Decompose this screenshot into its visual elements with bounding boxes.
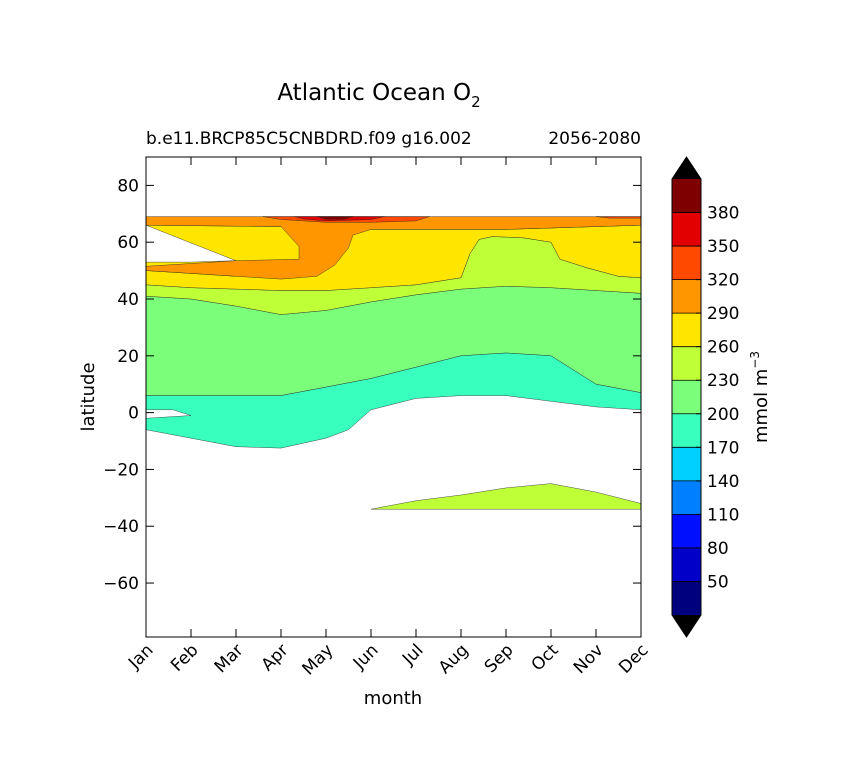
- x-tick-label: Feb: [167, 640, 202, 675]
- chart-subtitle-right: 2056-2080: [548, 129, 641, 149]
- colorbar-label: mmol m−3: [748, 351, 772, 443]
- x-tick-label: Dec: [615, 640, 652, 677]
- colorbar-tick-label: 140: [707, 472, 739, 492]
- colorbar-label-superscript: −3: [748, 351, 762, 369]
- colorbar-segment: [672, 581, 701, 615]
- colorbar-tick-label: 170: [707, 438, 739, 458]
- colorbar-segment: [672, 212, 701, 247]
- x-tick-label: Aug: [435, 640, 473, 678]
- colorbar-outline: [671, 156, 702, 638]
- x-tick-label: Sep: [481, 640, 518, 677]
- colorbar-tick-label: 320: [707, 271, 739, 291]
- colorbar-segment: [672, 313, 701, 347]
- plot-frame: [145, 156, 642, 638]
- x-tick-label: Nov: [570, 640, 608, 678]
- colorbar-tick-label: 380: [707, 204, 739, 224]
- contour-band-above-380-core: [316, 216, 354, 220]
- colorbar-tick-label: 230: [707, 371, 739, 391]
- colorbar-tick-label: 80: [707, 539, 729, 559]
- colorbar-segment: [672, 447, 701, 481]
- colorbar-tick-label: 110: [707, 505, 739, 525]
- x-tick-label: Jun: [349, 640, 383, 674]
- colorbar-tick-label: 260: [707, 338, 739, 358]
- x-tick-label: Oct: [528, 640, 563, 675]
- chart-subtitle-left: b.e11.BRCP85C5CNBDRD.f09 g16.002: [146, 129, 472, 149]
- x-tick-label: Mar: [211, 640, 248, 677]
- colorbar-extend-top: [672, 157, 701, 179]
- colorbar: 50 80 110 140 170 200 230 260 290 320 350 380: [671, 156, 739, 638]
- y-tick-label: 0: [128, 404, 139, 424]
- y-axis: 80 60 40 20 0 −20 −40 −60: [103, 176, 641, 594]
- y-tick-label: −60: [103, 574, 139, 594]
- colorbar-segment: [672, 380, 701, 414]
- y-tick-label: 20: [117, 347, 139, 367]
- colorbar-segment: [672, 547, 701, 582]
- colorbar-extend-bottom: [672, 615, 701, 637]
- x-tick-label: May: [299, 640, 338, 679]
- x-tick-label: Jan: [124, 640, 157, 673]
- chart-title-main: Atlantic Ocean O: [277, 80, 471, 106]
- colorbar-tick-label: 50: [707, 572, 729, 592]
- x-axis-label: month: [364, 688, 422, 709]
- chart-title-subscript: 2: [471, 93, 481, 111]
- colorbar-segment: [672, 413, 701, 448]
- colorbar-tick-label: 290: [707, 304, 739, 324]
- contour-band-320-350: [145, 216, 642, 280]
- x-tick-label: Jul: [398, 640, 427, 669]
- x-tick-label: Apr: [258, 640, 293, 675]
- y-tick-label: 40: [117, 290, 139, 310]
- y-tick-label: 80: [117, 176, 139, 196]
- colorbar-segment: [672, 346, 701, 381]
- y-tick-label: 60: [117, 233, 139, 253]
- y-tick-label: −20: [103, 460, 139, 480]
- colorbar-segment: [672, 179, 701, 213]
- y-axis-label: latitude: [78, 362, 99, 431]
- colorbar-segment: [672, 514, 701, 548]
- colorbar-tick-label: 350: [707, 237, 739, 257]
- colorbar-segment: [672, 279, 701, 314]
- colorbar-segment: [672, 480, 701, 515]
- colorbar-tick-label: 200: [707, 405, 739, 425]
- colorbar-segment: [672, 246, 701, 280]
- y-tick-label: −40: [103, 517, 139, 537]
- chart-title: Atlantic Ocean O2: [277, 80, 480, 111]
- contour-regions: [145, 216, 642, 510]
- colorbar-label-main: mmol m: [751, 369, 772, 443]
